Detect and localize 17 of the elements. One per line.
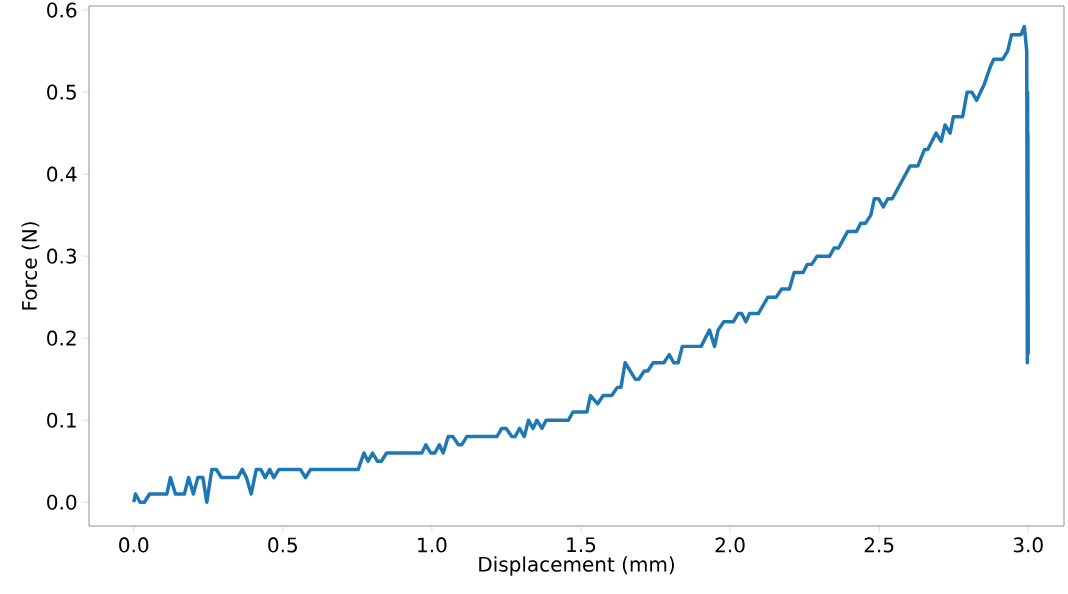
x-tick-label: 3.0 xyxy=(1013,537,1043,553)
y-tick-label: 0.3 xyxy=(47,248,77,264)
y-axis-title: Force (N) xyxy=(21,222,40,310)
x-tick-label: 2.5 xyxy=(864,537,894,553)
x-tick-label: 2.0 xyxy=(715,537,745,553)
x-tick-label: 0.5 xyxy=(268,537,297,553)
y-tick-label: 0.6 xyxy=(47,2,77,18)
y-tick-label: 0.5 xyxy=(47,84,76,100)
line-series xyxy=(131,24,1030,504)
y-tick-label: 0.2 xyxy=(47,330,76,346)
x-tick-label: 1.0 xyxy=(418,537,447,553)
x-axis-title: Displacement (mm) xyxy=(479,556,674,576)
y-tick-label: 0.0 xyxy=(47,494,77,510)
y-tick-label: 0.1 xyxy=(47,412,76,428)
x-tick-label: 1.5 xyxy=(567,537,596,553)
x-tick-label: 0.0 xyxy=(119,537,149,553)
y-tick-label: 0.4 xyxy=(47,166,77,182)
